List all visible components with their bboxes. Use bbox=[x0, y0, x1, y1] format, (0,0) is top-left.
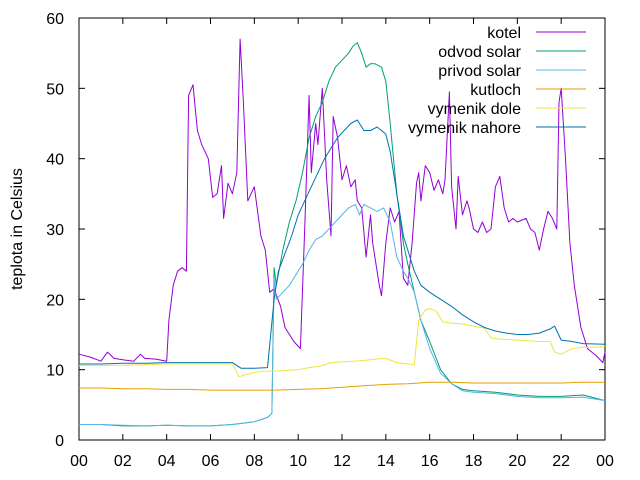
x-tick-label: 22 bbox=[552, 453, 570, 470]
x-tick-label: 20 bbox=[508, 453, 526, 470]
x-tick-label: 12 bbox=[333, 453, 351, 470]
series-line-odvod-solar bbox=[79, 42, 606, 427]
y-tick-label: 40 bbox=[46, 152, 64, 169]
y-tick-label: 30 bbox=[46, 222, 64, 239]
legend-label-vymenik-nahore: vymenik nahore bbox=[408, 120, 521, 137]
legend: kotel odvod solar privod solar kutloch vymen… bbox=[408, 25, 586, 137]
x-tick-label: 08 bbox=[245, 453, 263, 470]
x-tick-label: 02 bbox=[114, 453, 132, 470]
axis-ticks bbox=[78, 17, 606, 441]
legend-label-privod-solar: privod solar bbox=[438, 63, 521, 80]
x-tick-labels: 00 02 04 06 08 10 12 14 16 18 20 22 00 bbox=[70, 453, 614, 470]
series-line-kotel bbox=[78, 38, 606, 364]
y-tick-label: 10 bbox=[46, 363, 64, 380]
y-tick-label: 50 bbox=[46, 81, 64, 98]
x-tick-label: 14 bbox=[377, 453, 395, 470]
series-line-vymenik-nahore bbox=[79, 119, 606, 369]
legend-label-vymenik-dole: vymenik dole bbox=[428, 101, 521, 118]
y-tick-labels: 0 10 20 30 40 50 60 bbox=[46, 11, 64, 450]
series-lines bbox=[78, 38, 606, 427]
legend-label-odvod-solar: odvod solar bbox=[438, 44, 521, 61]
y-axis-label: teplota in Celsius bbox=[9, 168, 26, 290]
series-line-privod-solar bbox=[79, 203, 606, 427]
legend-label-kutloch: kutloch bbox=[470, 82, 521, 99]
x-tick-label: 16 bbox=[421, 453, 439, 470]
x-tick-label: 04 bbox=[158, 453, 176, 470]
y-tick-label: 60 bbox=[46, 11, 64, 28]
x-tick-label: 00 bbox=[596, 453, 614, 470]
x-tick-label: 00 bbox=[70, 453, 88, 470]
x-tick-label: 10 bbox=[289, 453, 307, 470]
legend-label-kotel: kotel bbox=[487, 25, 521, 42]
series-line-vymenik-dole bbox=[79, 308, 606, 378]
plot-border bbox=[78, 17, 606, 441]
y-tick-label: 0 bbox=[55, 433, 64, 450]
x-tick-label: 18 bbox=[465, 453, 483, 470]
y-tick-label: 20 bbox=[46, 292, 64, 309]
x-tick-label: 06 bbox=[202, 453, 220, 470]
series-line-kutloch bbox=[79, 381, 605, 391]
